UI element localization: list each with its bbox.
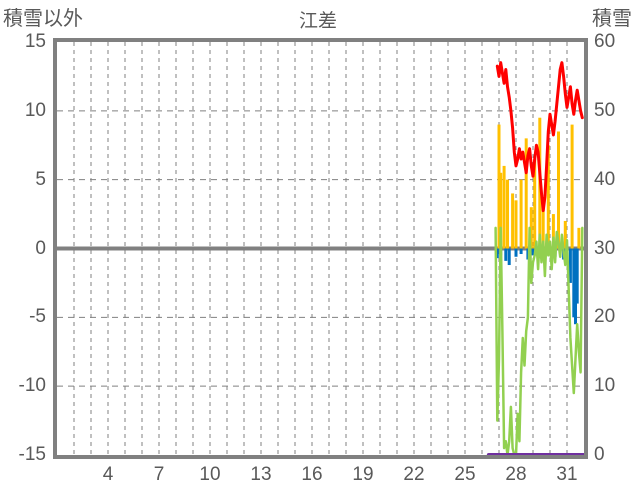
y-tick-right: 60 [594,31,616,52]
x-tick: 7 [153,464,165,485]
y-tick-right: 10 [594,375,616,397]
plot-area [53,38,588,459]
y-tick-left: -15 [18,444,46,465]
y-tick-left: 5 [35,168,46,190]
y-tick-left: -5 [29,306,46,328]
y-tick-left: 0 [35,237,46,259]
x-tick: 13 [250,464,272,485]
y-tick-right: 30 [594,237,616,259]
y-tick-right: 50 [594,99,616,121]
plot-inner [57,42,584,455]
x-tick: 22 [403,464,425,485]
y-tick-right: 0 [594,444,605,465]
y-tick-right: 40 [594,168,616,190]
y-tick-left: -10 [18,375,46,397]
series-layer [57,42,584,455]
x-tick: 28 [505,464,527,485]
left-axis-title: 積雪以外 [3,8,83,30]
x-tick: 19 [352,464,374,485]
y-tick-left: 10 [24,99,46,121]
y-tick-left: 15 [24,31,46,52]
right-axis-title: 積雪 [592,8,632,30]
x-tick: 16 [301,464,323,485]
x-tick: 25 [454,464,476,485]
x-tick: 10 [199,464,221,485]
x-tick: 4 [102,464,114,485]
chart-title: 江差 [298,11,337,32]
x-tick: 31 [556,464,578,485]
y-tick-right: 20 [594,306,616,328]
